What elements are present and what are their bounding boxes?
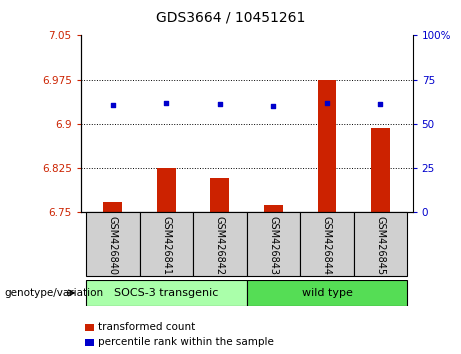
Bar [371, 128, 390, 212]
Point [109, 102, 117, 108]
Text: transformed count: transformed count [98, 322, 195, 332]
Text: GSM426845: GSM426845 [375, 216, 385, 275]
Bar [264, 205, 283, 212]
Text: GSM426844: GSM426844 [322, 216, 332, 275]
Bar [85, 324, 94, 331]
Text: GDS3664 / 10451261: GDS3664 / 10451261 [156, 11, 305, 25]
Text: SOCS-3 transgenic: SOCS-3 transgenic [114, 288, 219, 298]
Bar [86, 280, 247, 306]
Point [323, 101, 331, 106]
Bar [354, 212, 407, 276]
Text: GSM426840: GSM426840 [108, 216, 118, 275]
Bar [103, 202, 122, 212]
Bar [247, 212, 300, 276]
Text: wild type: wild type [301, 288, 352, 298]
Bar [300, 212, 354, 276]
Text: genotype/variation: genotype/variation [5, 288, 104, 298]
Bar [85, 339, 94, 346]
Text: GSM426841: GSM426841 [161, 216, 171, 275]
Bar [318, 80, 337, 212]
Text: GSM426842: GSM426842 [215, 216, 225, 275]
Point [163, 101, 170, 106]
Point [270, 103, 277, 109]
Bar [86, 212, 140, 276]
Bar [140, 212, 193, 276]
Point [216, 101, 224, 107]
Bar [193, 212, 247, 276]
Bar [157, 168, 176, 212]
Bar [247, 280, 407, 306]
Point [377, 101, 384, 107]
Text: GSM426843: GSM426843 [268, 216, 278, 275]
Bar [211, 178, 229, 212]
Text: percentile rank within the sample: percentile rank within the sample [98, 337, 274, 347]
